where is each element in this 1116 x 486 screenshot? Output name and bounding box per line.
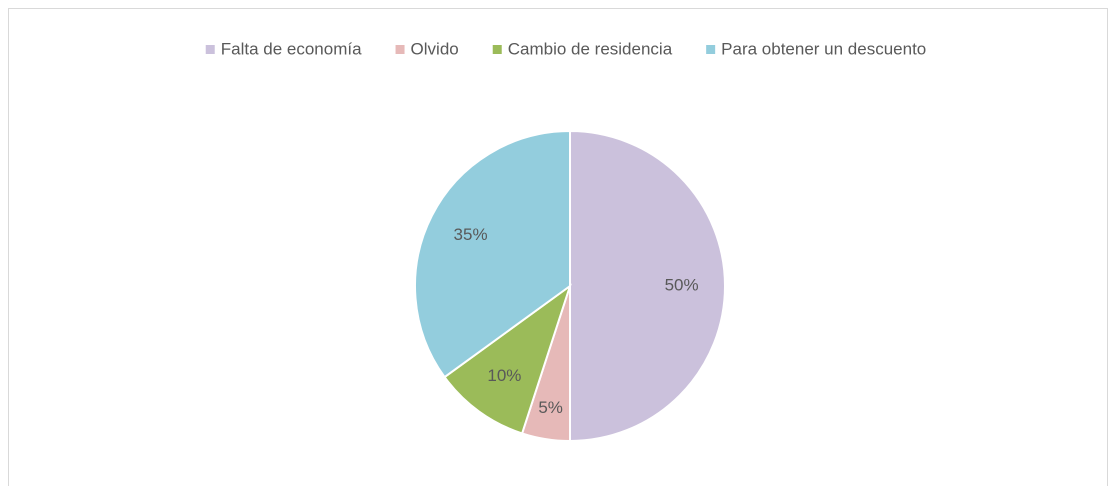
data-label: 10% bbox=[487, 366, 521, 385]
legend-label: Falta de economía bbox=[221, 39, 362, 58]
data-label: 50% bbox=[665, 275, 699, 294]
data-label: 5% bbox=[538, 398, 563, 417]
legend-marker bbox=[706, 45, 716, 54]
legend-marker bbox=[395, 45, 405, 54]
legend-label: Cambio de residencia bbox=[508, 39, 673, 58]
legend-label: Para obtener un descuento bbox=[721, 39, 926, 58]
pie-slice bbox=[414, 129, 571, 379]
pie-slice bbox=[443, 283, 572, 435]
pie-slice bbox=[569, 129, 726, 443]
legend-marker bbox=[205, 45, 215, 54]
legend-label: Olvido bbox=[411, 39, 459, 58]
data-label: 35% bbox=[454, 225, 488, 244]
legend-marker bbox=[492, 45, 502, 54]
